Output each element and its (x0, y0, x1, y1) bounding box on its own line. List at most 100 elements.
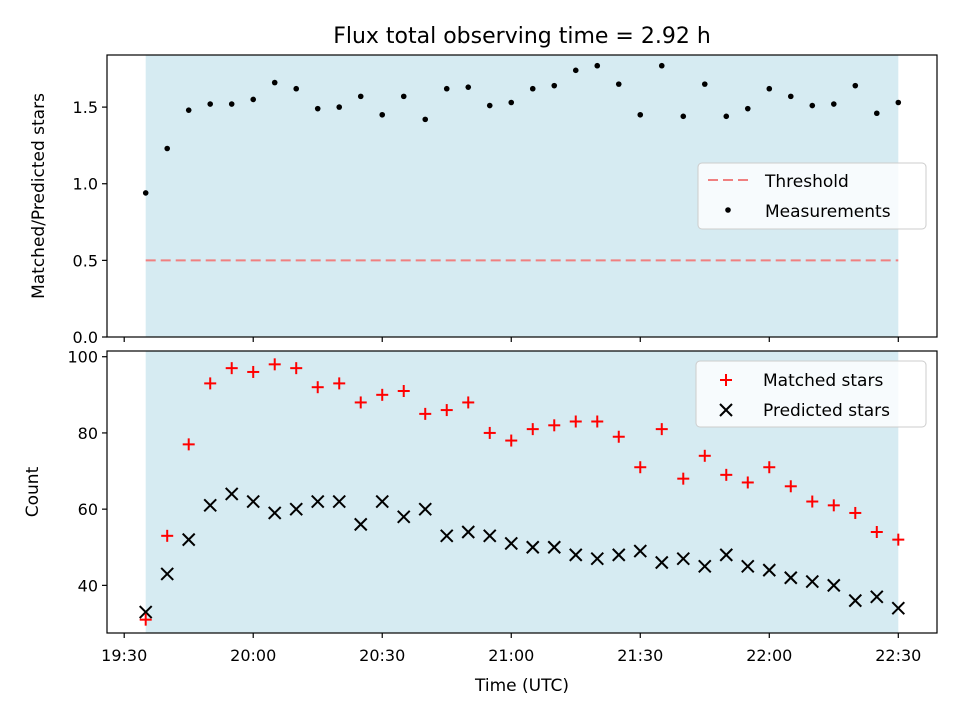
matched-star-point (741, 476, 754, 489)
predicted-star-point (848, 593, 862, 608)
predicted-star-point (461, 525, 475, 539)
x-tick-label: 22:30 (875, 646, 921, 665)
predicted-star-point (160, 567, 174, 581)
measurement-point (895, 99, 902, 106)
matched-star-point (483, 426, 496, 439)
bottom-legend: Matched stars Predicted stars (695, 360, 927, 428)
legend-matched-swatch (720, 374, 732, 386)
top-axes-frame (106, 54, 938, 338)
predicted-star-point (633, 544, 647, 558)
measurement-point (658, 62, 665, 69)
measurement-point (293, 85, 300, 92)
predicted-star-point (203, 498, 217, 513)
measurement-point (465, 84, 472, 90)
measurement-point (830, 101, 837, 107)
measurement-point (572, 67, 579, 74)
measurement-point (379, 111, 386, 118)
y-tick-label: 60 (78, 500, 98, 519)
predicted-star-point (375, 494, 389, 509)
matched-star-point (139, 613, 152, 626)
predicted-star-point (268, 506, 282, 520)
matched-star-point (225, 362, 238, 375)
legend-threshold-label: Threshold (764, 172, 849, 192)
predicted-star-point (225, 487, 239, 501)
matched-star-point (440, 404, 453, 417)
predicted-star-point (569, 548, 583, 562)
matched-star-point (526, 423, 539, 436)
x-tick-label: 19:30 (101, 646, 147, 665)
matched-star-point (870, 526, 883, 539)
predicted-star-point (547, 540, 561, 554)
legend-measurement-swatch (725, 207, 731, 213)
predicted-stars-points (138, 487, 906, 619)
predicted-star-point (440, 529, 454, 543)
bottom-y-axis-label: Count (23, 466, 43, 517)
predicted-star-point (504, 536, 518, 551)
measurement-point (314, 105, 321, 112)
measurement-point (723, 113, 730, 120)
predicted-star-point (655, 555, 669, 570)
predicted-star-point (246, 494, 260, 509)
measurement-point (680, 113, 687, 120)
bottom-legend-frame (695, 360, 927, 428)
predicted-star-point (311, 494, 325, 509)
predicted-star-point (182, 532, 196, 547)
matched-star-point (849, 506, 862, 519)
measurement-point (809, 102, 816, 109)
measurement-point (486, 102, 493, 109)
bottom-y-axis: 40 60 80 100 (67, 348, 107, 595)
bottom-x-axis: 19:30 20:00 20:30 21:00 21:30 22:00 22:30 (101, 633, 921, 665)
legend-matched-label: Matched stars (763, 371, 883, 391)
predicted-star-point (332, 494, 346, 509)
y-tick-label: 80 (78, 424, 98, 443)
top-y-axis-label: Matched/Predicted stars (29, 93, 49, 299)
matched-star-point (548, 419, 561, 432)
predicted-star-point (612, 548, 626, 562)
predicted-star-point (891, 601, 906, 615)
matched-star-point (634, 461, 647, 474)
matched-star-point (354, 396, 367, 409)
y-tick-label: 0.0 (73, 328, 98, 347)
predicted-star-point (138, 605, 153, 619)
measurement-point (271, 79, 278, 86)
matched-star-point (827, 499, 840, 512)
matched-star-point (784, 480, 797, 493)
measurement-point (336, 104, 343, 110)
measurement-point (529, 85, 536, 92)
matched-star-point (612, 430, 625, 443)
top-legend: Threshold Measurements (697, 162, 927, 230)
matched-star-point (720, 468, 733, 481)
predicted-star-point (526, 540, 540, 554)
legend-measurements-label: Measurements (765, 202, 891, 222)
measurement-point (422, 116, 429, 123)
predicted-star-point (827, 578, 841, 593)
measurement-point (766, 85, 773, 92)
bottom-panel: 40 60 80 100 19:30 20:00 20:30 21:00 21:30 22:00… (23, 348, 938, 696)
matched-star-point (268, 358, 281, 371)
predicted-star-point (590, 551, 604, 566)
matched-star-point (204, 377, 217, 390)
measurement-point (443, 85, 450, 92)
top-y-axis: 0.0 0.5 1.0 1.5 (73, 98, 107, 347)
measurement-points (142, 62, 902, 196)
matched-star-point (462, 396, 475, 409)
y-tick-label: 40 (78, 576, 98, 595)
measurement-point (744, 105, 751, 112)
matched-star-point (806, 495, 819, 508)
matched-star-point (505, 434, 518, 447)
measurement-point (701, 81, 708, 87)
measurement-point (400, 93, 407, 100)
predicted-star-point (676, 551, 690, 566)
predicted-star-point (698, 559, 712, 574)
predicted-star-point (719, 548, 733, 562)
top-panel: 0.0 0.5 1.0 1.5 Matched/Predicted stars Thr… (29, 54, 938, 347)
measurement-point (637, 111, 644, 118)
legend-predicted-swatch (719, 403, 733, 417)
measurement-point (594, 62, 601, 69)
matched-star-point (290, 362, 303, 375)
y-tick-label: 100 (67, 348, 98, 367)
predicted-star-point (741, 559, 755, 574)
matched-star-point (311, 381, 324, 394)
matched-star-point (161, 529, 174, 542)
